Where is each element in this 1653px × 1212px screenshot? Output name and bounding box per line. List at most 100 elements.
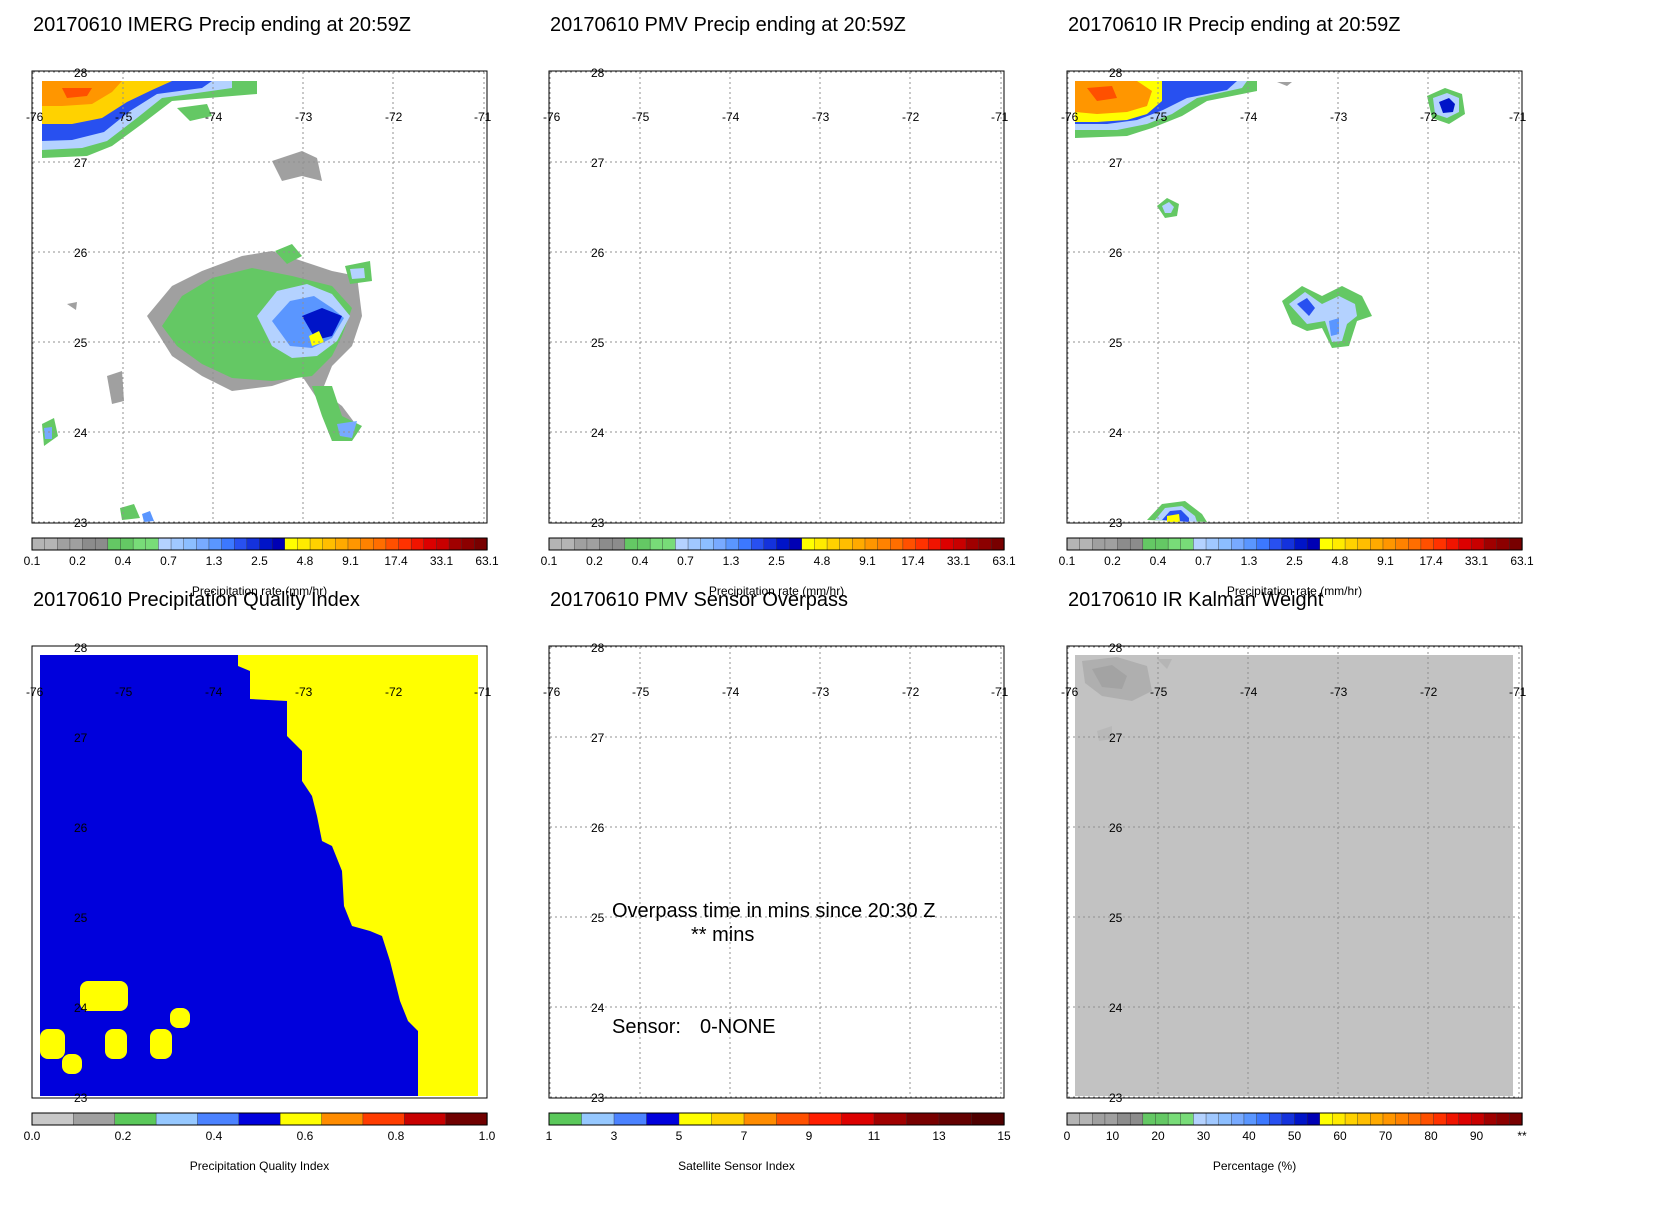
colorbar-caption: Precipitation rate (mm/hr) bbox=[1226, 584, 1363, 598]
colorbar-frame bbox=[548, 1112, 1005, 1126]
colorbar-tick-label: 3 bbox=[611, 1129, 618, 1143]
lon-tick: -76 bbox=[1061, 685, 1079, 699]
lat-tick: 23 bbox=[74, 516, 88, 530]
lon-tick: -74 bbox=[1240, 110, 1258, 124]
map-grid bbox=[32, 71, 485, 523]
colorbar-swatch bbox=[1458, 1112, 1473, 1126]
colorbar-swatch bbox=[927, 537, 942, 551]
colorbar-swatch bbox=[586, 537, 601, 551]
colorbar-tick-label: ** bbox=[1517, 1129, 1527, 1143]
colorbar-tick-label: 4.8 bbox=[297, 554, 314, 568]
lon-tick: -71 bbox=[1509, 685, 1527, 699]
colorbar-swatch bbox=[713, 537, 727, 551]
colorbar-swatch bbox=[360, 537, 374, 551]
map-grid bbox=[1067, 646, 1520, 1098]
lat-tick: 25 bbox=[591, 336, 605, 350]
colorbar-tick-label: 2.5 bbox=[1286, 554, 1303, 568]
colorbar-swatch bbox=[649, 537, 664, 551]
colorbar-swatch bbox=[1256, 1112, 1270, 1126]
colorbar-swatch bbox=[902, 537, 917, 551]
lat-tick: 23 bbox=[591, 1091, 605, 1105]
panel-pmv: 20170610 PMV Precip ending at 20:59Z -76… bbox=[541, 14, 1069, 604]
colorbar-swatch bbox=[1231, 1112, 1245, 1126]
colorbar-tick-labels: 0 10 20 30 40 50 60 70 80 90 ** bbox=[1064, 1129, 1527, 1143]
colorbar-swatch bbox=[915, 537, 929, 551]
lon-tick: -73 bbox=[1330, 685, 1348, 699]
colorbar-swatch bbox=[1269, 1112, 1283, 1126]
lat-tick: 26 bbox=[1109, 246, 1123, 260]
colorbar-frame bbox=[31, 537, 488, 551]
colorbar-tick-label: 17.4 bbox=[1419, 554, 1443, 568]
colorbar-swatch bbox=[1256, 537, 1270, 551]
colorbar-tick-label: 70 bbox=[1379, 1129, 1393, 1143]
colorbar-tick-label: 2.5 bbox=[768, 554, 785, 568]
lat-tick: 23 bbox=[1109, 1091, 1123, 1105]
map-frame bbox=[31, 70, 488, 524]
colorbar-tick-label: 80 bbox=[1424, 1129, 1438, 1143]
colorbar-swatch bbox=[322, 537, 337, 551]
lat-tick: 27 bbox=[591, 156, 605, 170]
colorbar-swatch bbox=[1319, 1112, 1334, 1126]
colorbar-swatch bbox=[801, 537, 816, 551]
lat-tick-labels: 28 27 26 25 24 23 bbox=[74, 641, 88, 1105]
colorbar-tick-label: 0.4 bbox=[1150, 554, 1167, 568]
colorbar-swatch bbox=[347, 537, 362, 551]
colorbar-swatch bbox=[1193, 537, 1207, 551]
colorbar-swatch bbox=[448, 537, 463, 551]
panel-quality-index: 20170610 Precipitation Quality Index -76… bbox=[24, 589, 552, 1179]
lat-tick-labels: 28 27 26 25 24 23 bbox=[1109, 66, 1123, 530]
colorbar-tick-label: 63.1 bbox=[475, 554, 499, 568]
lat-tick: 27 bbox=[1109, 731, 1123, 745]
lon-tick: -73 bbox=[812, 110, 830, 124]
colorbar-swatch bbox=[763, 537, 778, 551]
colorbar-swatch bbox=[646, 1112, 680, 1126]
lon-tick: -73 bbox=[1330, 110, 1348, 124]
colorbar-swatch bbox=[826, 537, 841, 551]
colorbar-swatch bbox=[436, 537, 450, 551]
lon-tick: -73 bbox=[295, 685, 313, 699]
colorbar-swatch bbox=[170, 537, 185, 551]
colorbar-swatch bbox=[145, 537, 160, 551]
colorbar-swatch bbox=[743, 1112, 778, 1126]
colorbar-swatch bbox=[73, 1112, 116, 1126]
panel-title: 20170610 Precipitation Quality Index bbox=[33, 589, 360, 611]
lat-tick-labels: 28 27 26 25 24 23 bbox=[1109, 641, 1123, 1105]
map-plot: -76 -75 -74 -73 -72 -71 28 27 26 25 24 2… bbox=[543, 66, 1009, 530]
colorbar-swatches bbox=[548, 537, 1005, 551]
lat-tick: 24 bbox=[74, 1001, 88, 1015]
panel-ir-kalman-weight: 20170610 IR Kalman Weight -76 -75 -74 -7… bbox=[1061, 589, 1587, 1179]
lat-tick: 25 bbox=[74, 911, 88, 925]
lon-tick: -75 bbox=[115, 110, 133, 124]
colorbar-swatch bbox=[1129, 537, 1144, 551]
lat-tick: 26 bbox=[591, 821, 605, 835]
colorbar-swatch bbox=[284, 537, 299, 551]
colorbar-swatch bbox=[1395, 1112, 1409, 1126]
colorbar-swatch bbox=[1509, 1112, 1523, 1126]
colorbar-tick-label: 5 bbox=[676, 1129, 683, 1143]
colorbar-tick-label: 0.1 bbox=[541, 554, 558, 568]
colorbar-tick-label: 0.7 bbox=[677, 554, 694, 568]
lat-tick: 26 bbox=[591, 246, 605, 260]
colorbar-tick-label: 0.0 bbox=[24, 1129, 41, 1143]
colorbar-swatch bbox=[1483, 1112, 1498, 1126]
colorbar-swatch bbox=[624, 537, 639, 551]
colorbar-swatch bbox=[461, 537, 476, 551]
colorbar-tick-labels: 0.1 0.2 0.4 0.7 1.3 2.5 4.8 9.1 17.4 33.1 63.1 bbox=[1059, 554, 1534, 568]
colorbar-tick-label: 33.1 bbox=[1465, 554, 1489, 568]
lon-tick: -75 bbox=[115, 685, 133, 699]
colorbar-swatch bbox=[31, 537, 46, 551]
colorbar-swatch bbox=[873, 1112, 908, 1126]
lat-tick: 23 bbox=[591, 516, 605, 530]
colorbar-swatch bbox=[1231, 537, 1245, 551]
colorbar-swatch bbox=[238, 1112, 281, 1126]
lat-tick: 25 bbox=[1109, 336, 1123, 350]
colorbar-swatch bbox=[1370, 1112, 1384, 1126]
colorbar-swatch bbox=[906, 1112, 940, 1126]
colorbar-swatch bbox=[1433, 537, 1447, 551]
panel-title: 20170610 IR Kalman Weight bbox=[1068, 589, 1324, 611]
map-grid bbox=[1067, 71, 1520, 523]
colorbar-swatch bbox=[31, 1112, 75, 1126]
colorbar-tick-label: 9 bbox=[806, 1129, 813, 1143]
colorbar-swatch bbox=[852, 537, 866, 551]
colorbar-swatch bbox=[1117, 537, 1131, 551]
